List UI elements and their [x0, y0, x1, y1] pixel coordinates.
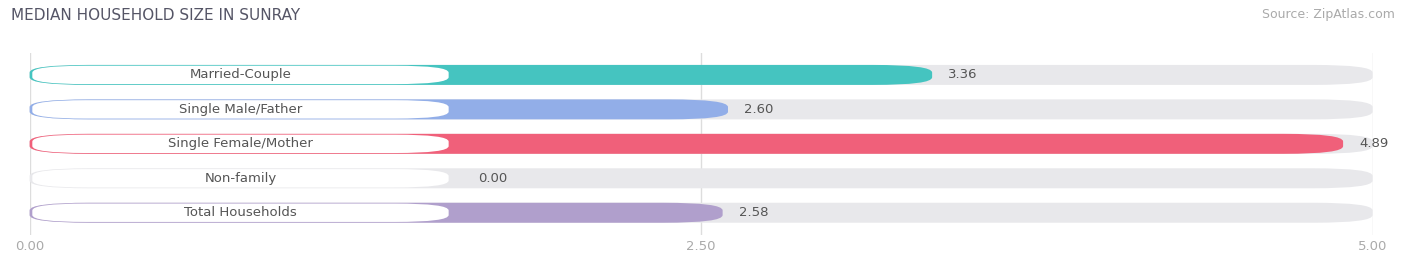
FancyBboxPatch shape	[30, 65, 932, 85]
FancyBboxPatch shape	[30, 168, 1372, 188]
Text: Non-family: Non-family	[204, 172, 277, 185]
FancyBboxPatch shape	[30, 65, 1372, 85]
FancyBboxPatch shape	[30, 99, 1372, 119]
Text: 3.36: 3.36	[948, 68, 977, 81]
FancyBboxPatch shape	[32, 66, 449, 84]
FancyBboxPatch shape	[32, 135, 449, 153]
Text: Source: ZipAtlas.com: Source: ZipAtlas.com	[1261, 8, 1395, 21]
FancyBboxPatch shape	[30, 203, 723, 223]
Text: 4.89: 4.89	[1360, 137, 1389, 150]
FancyBboxPatch shape	[30, 134, 1343, 154]
FancyBboxPatch shape	[30, 203, 1372, 223]
Text: Single Female/Mother: Single Female/Mother	[169, 137, 314, 150]
FancyBboxPatch shape	[30, 99, 728, 119]
Text: Total Households: Total Households	[184, 206, 297, 219]
Text: Married-Couple: Married-Couple	[190, 68, 291, 81]
FancyBboxPatch shape	[32, 100, 449, 118]
FancyBboxPatch shape	[30, 134, 1372, 154]
FancyBboxPatch shape	[32, 169, 449, 188]
Text: Single Male/Father: Single Male/Father	[179, 103, 302, 116]
Text: 0.00: 0.00	[478, 172, 508, 185]
Text: 2.60: 2.60	[744, 103, 773, 116]
Text: 2.58: 2.58	[738, 206, 768, 219]
Text: MEDIAN HOUSEHOLD SIZE IN SUNRAY: MEDIAN HOUSEHOLD SIZE IN SUNRAY	[11, 8, 301, 23]
FancyBboxPatch shape	[32, 204, 449, 222]
